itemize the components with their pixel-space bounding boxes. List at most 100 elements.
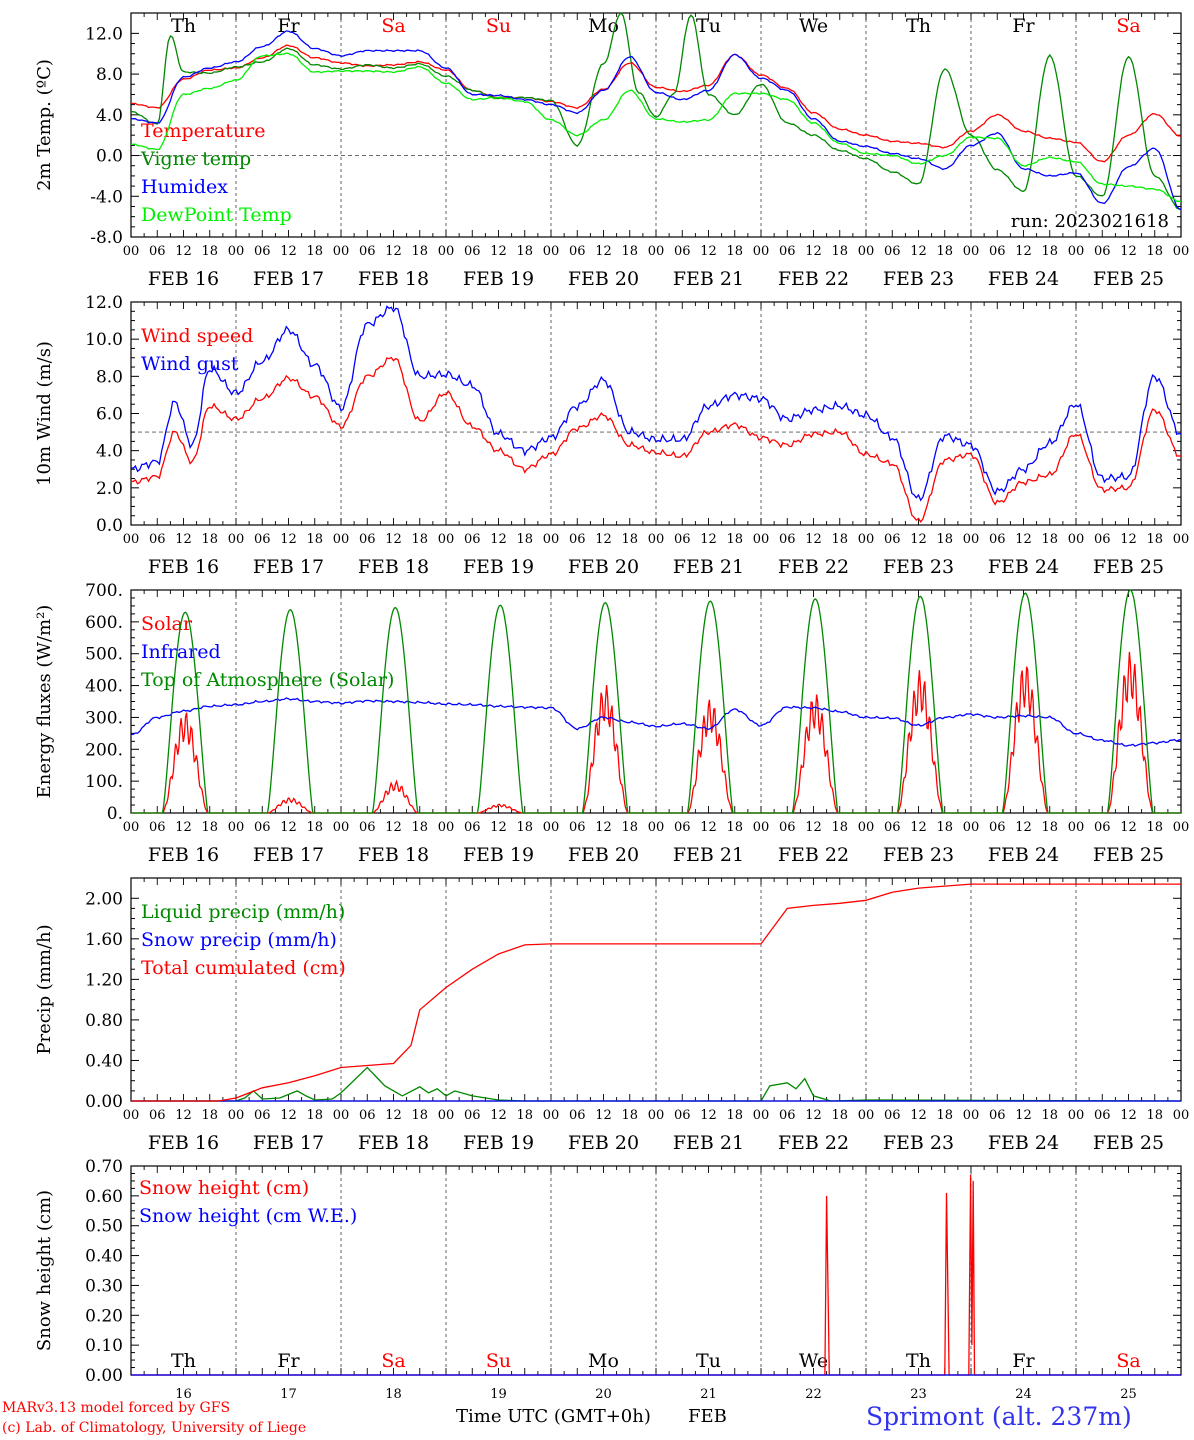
x-hour-label: 18 xyxy=(516,244,533,259)
x-hour-label: 06 xyxy=(884,532,901,547)
x-hour-label: 06 xyxy=(989,820,1006,835)
x-hour-label: 06 xyxy=(674,820,691,835)
day-name-label: Mo xyxy=(588,1350,619,1372)
series-line-2 xyxy=(130,305,1182,502)
x-hour-label: 18 xyxy=(621,532,638,547)
x-date-label: FEB 21 xyxy=(673,1132,744,1154)
x-hour-label: 18 xyxy=(621,820,638,835)
x-date-label: FEB 16 xyxy=(148,268,219,290)
x-hour-label: 18 xyxy=(831,1108,848,1123)
x-hour-label: 00 xyxy=(123,1108,140,1123)
x-hour-label: 00 xyxy=(543,532,560,547)
x-hour-label: 18 xyxy=(936,1108,953,1123)
x-day-number: 16 xyxy=(175,1387,192,1402)
x-hour-label: 18 xyxy=(306,820,323,835)
day-name-label: Tu xyxy=(696,15,721,37)
series-line-1 xyxy=(130,356,1182,524)
y-tick-label: 12.0 xyxy=(85,24,123,44)
x-hour-label: 00 xyxy=(648,532,665,547)
panel-4: 0.00 0.40 0.80 1.20 1.60 2.00 Precip (mm/h) 00 0… xyxy=(34,877,1189,1154)
y-tick-label: 6.0 xyxy=(96,405,123,425)
x-date-label: FEB 17 xyxy=(253,1132,324,1154)
day-name-label: Th xyxy=(171,1350,196,1372)
x-date-label: FEB 25 xyxy=(1093,556,1164,578)
x-hour-label: 12 xyxy=(595,244,612,259)
legend-entry: Vigne temp xyxy=(140,148,251,170)
x-hour-label: 00 xyxy=(963,1108,980,1123)
x-hour-label: 06 xyxy=(1094,244,1111,259)
x-hour-label: 18 xyxy=(831,244,848,259)
series-line-4 xyxy=(130,52,1182,203)
y-tick-label: 0.70 xyxy=(85,1157,123,1177)
x-hour-label: 18 xyxy=(831,820,848,835)
day-name-label: Sa xyxy=(1116,15,1140,37)
x-hour-label: 18 xyxy=(201,820,218,835)
y-tick-label: 4.0 xyxy=(96,106,123,126)
x-hour-label: 06 xyxy=(779,820,796,835)
x-date-label: FEB 18 xyxy=(358,844,429,866)
panel-1: -8.0 -4.0 0.0 4.0 8.0 12.0 2m Temp. (ºC) 00 06 12… xyxy=(34,11,1189,290)
y-tick-label: 0.50 xyxy=(85,1217,123,1237)
x-hour-label: 12 xyxy=(175,820,192,835)
x-hour-label: 18 xyxy=(516,820,533,835)
x-hour-label: 00 xyxy=(1068,820,1085,835)
x-hour-label: 12 xyxy=(805,1108,822,1123)
x-hour-label: 12 xyxy=(490,1108,507,1123)
x-day-number: 17 xyxy=(280,1387,297,1402)
x-hour-label: 00 xyxy=(543,244,560,259)
x-hour-label: 18 xyxy=(1146,532,1163,547)
x-date-label: FEB 22 xyxy=(778,268,849,290)
y-tick-label: -8.0 xyxy=(90,228,123,248)
y-axis-label: Precip (mm/h) xyxy=(34,924,55,1054)
x-hour-label: 00 xyxy=(858,532,875,547)
y-tick-label: 10.0 xyxy=(85,330,123,350)
x-hour-label: 12 xyxy=(385,820,402,835)
y-axis-label: 10m Wind (m/s) xyxy=(34,341,55,486)
x-hour-label: 18 xyxy=(306,244,323,259)
x-hour-label: 18 xyxy=(936,244,953,259)
x-hour-label: 12 xyxy=(1120,532,1137,547)
legend-entry: Humidex xyxy=(141,176,228,198)
x-day-number: 24 xyxy=(1015,1387,1032,1402)
x-day-number: 20 xyxy=(595,1387,612,1402)
x-axis-label: Time UTC (GMT+0h) xyxy=(456,1406,651,1427)
x-hour-label: 12 xyxy=(490,820,507,835)
x-hour-label: 12 xyxy=(805,244,822,259)
x-hour-label: 00 xyxy=(648,244,665,259)
x-hour-label: 00 xyxy=(438,820,455,835)
x-date-label: FEB 20 xyxy=(568,556,639,578)
legend-entry: Snow height (cm W.E.) xyxy=(139,1205,357,1227)
x-hour-label: 00 xyxy=(1173,532,1190,547)
x-axis-month: FEB xyxy=(688,1406,727,1427)
x-hour-label: 18 xyxy=(1041,1108,1058,1123)
x-hour-label: 12 xyxy=(700,820,717,835)
x-hour-label: 12 xyxy=(1120,244,1137,259)
x-hour-label: 06 xyxy=(884,1108,901,1123)
x-hour-label: 06 xyxy=(989,244,1006,259)
x-hour-label: 12 xyxy=(385,532,402,547)
x-hour-label: 18 xyxy=(516,532,533,547)
y-tick-label: 0.80 xyxy=(85,1011,123,1031)
x-hour-label: 00 xyxy=(543,1108,560,1123)
x-hour-label: 06 xyxy=(569,244,586,259)
x-hour-label: 06 xyxy=(149,244,166,259)
x-date-label: FEB 17 xyxy=(253,844,324,866)
y-tick-label: 1.60 xyxy=(85,930,123,950)
x-hour-label: 06 xyxy=(149,1108,166,1123)
x-hour-label: 18 xyxy=(516,1108,533,1123)
x-hour-label: 00 xyxy=(543,820,560,835)
x-date-label: FEB 24 xyxy=(988,556,1059,578)
x-hour-label: 12 xyxy=(280,244,297,259)
series-line-1 xyxy=(131,1066,1182,1102)
x-hour-label: 12 xyxy=(175,244,192,259)
x-date-label: FEB 25 xyxy=(1093,1132,1164,1154)
model-credit: MARv3.13 model forced by GFS xyxy=(2,1400,231,1416)
x-hour-label: 00 xyxy=(228,820,245,835)
x-hour-label: 18 xyxy=(621,244,638,259)
x-hour-label: 00 xyxy=(858,244,875,259)
x-hour-label: 18 xyxy=(201,244,218,259)
x-hour-label: 12 xyxy=(385,1108,402,1123)
x-hour-label: 18 xyxy=(1041,532,1058,547)
x-hour-label: 06 xyxy=(989,1108,1006,1123)
station-name: Sprimont (alt. 237m) xyxy=(866,1402,1132,1431)
